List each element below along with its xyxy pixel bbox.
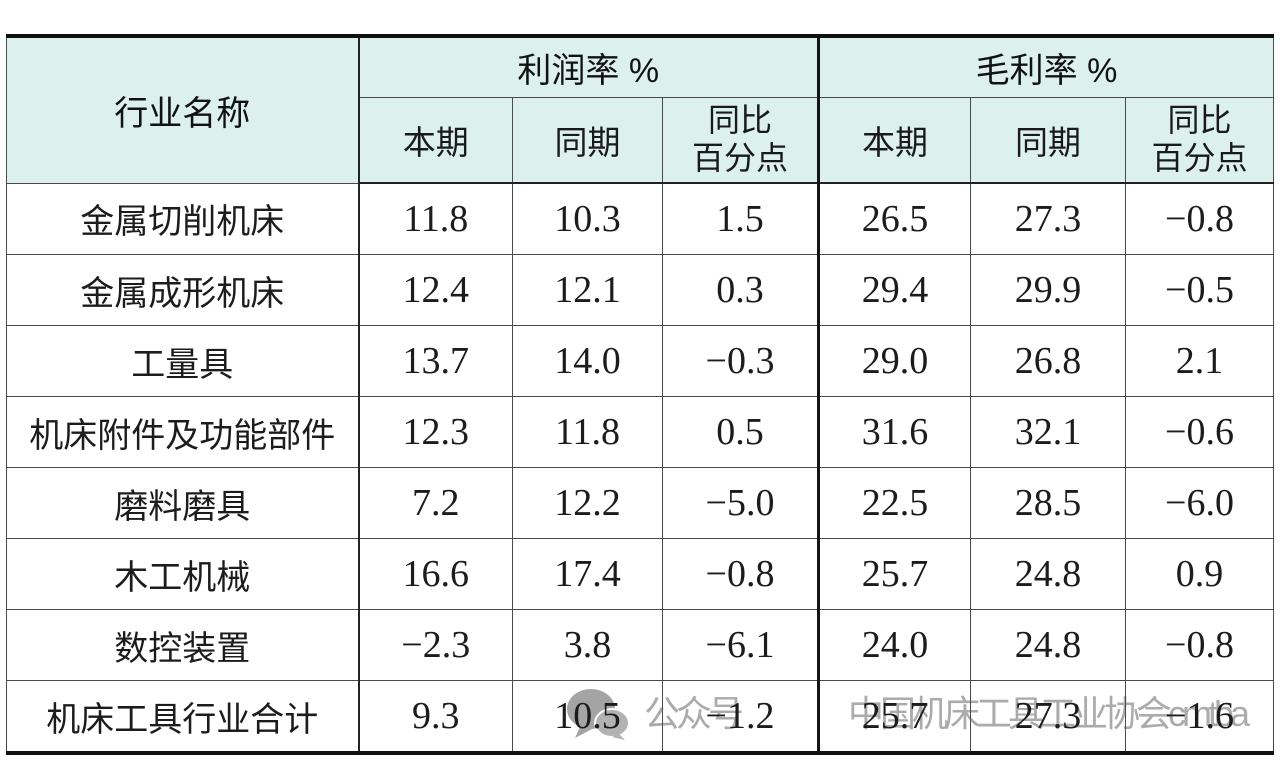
value-cell: −1.2	[662, 680, 819, 754]
value-cell: 25.7	[817, 538, 971, 610]
table-row: 机床附件及功能部件 12.3 11.8 0.5 31.6 32.1 −0.6	[6, 396, 1275, 468]
value-cell: 0.3	[662, 254, 819, 326]
value-cell: −6.1	[662, 609, 819, 681]
table-row: 金属成形机床 12.4 12.1 0.3 29.4 29.9 −0.5	[6, 254, 1275, 326]
value-cell: 16.6	[357, 538, 513, 610]
value-cell: 24.8	[970, 538, 1126, 610]
value-cell: 27.3	[970, 182, 1126, 255]
header-same-period-1: 同期	[512, 97, 663, 184]
value-cell: 10.3	[512, 182, 663, 255]
value-cell: −2.3	[357, 609, 513, 681]
value-cell: −0.6	[1124, 396, 1275, 468]
value-cell: 26.8	[970, 325, 1126, 397]
value-cell: −0.8	[662, 538, 819, 610]
value-cell: 17.4	[512, 538, 663, 610]
industry-name-cell: 机床附件及功能部件	[6, 396, 359, 468]
value-cell: 14.0	[512, 325, 663, 397]
table-row: 数控装置 −2.3 3.8 −6.1 24.0 24.8 −0.8	[6, 609, 1275, 681]
table-row: 金属切削机床 11.8 10.3 1.5 26.5 27.3 −0.8	[6, 182, 1275, 255]
header-profit-rate-group: 利润率 %	[357, 35, 819, 98]
value-cell: 12.1	[512, 254, 663, 326]
value-cell: 1.5	[662, 182, 819, 255]
value-cell: 12.2	[512, 467, 663, 539]
header-industry: 行业名称	[6, 35, 359, 184]
table-row: 工量具 13.7 14.0 −0.3 29.0 26.8 2.1	[6, 325, 1275, 397]
industry-name-cell: 机床工具行业合计	[6, 680, 359, 754]
value-cell: 29.4	[817, 254, 971, 326]
industry-name-cell: 工量具	[6, 325, 359, 397]
value-cell: 11.8	[357, 182, 513, 255]
value-cell: 28.5	[970, 467, 1126, 539]
value-cell: −1.6	[1124, 680, 1275, 754]
value-cell: 22.5	[817, 467, 971, 539]
yoy-line1: 同比	[1167, 102, 1232, 139]
value-cell: −5.0	[662, 467, 819, 539]
table-row: 磨料磨具 7.2 12.2 −5.0 22.5 28.5 −6.0	[6, 467, 1275, 539]
industry-name-cell: 木工机械	[6, 538, 359, 610]
value-cell: 0.5	[662, 396, 819, 468]
value-cell: −6.0	[1124, 467, 1275, 539]
value-cell: 12.3	[357, 396, 513, 468]
header-sub-row: 本期 同期 同比 百分点 本期 同期 同比 百分点	[7, 97, 1275, 184]
value-cell: 26.5	[817, 182, 971, 255]
yoy-line2: 百分点	[691, 140, 788, 176]
value-cell: 9.3	[357, 680, 513, 754]
header-current-period-2: 本期	[817, 97, 971, 184]
header-gross-margin-group: 毛利率 %	[816, 35, 1275, 98]
yoy-line1: 同比	[707, 102, 772, 139]
value-cell: 12.4	[357, 254, 513, 326]
profit-margin-table: 行业名称 利润率 % 毛利率 % 本期 同期 同比 百分点 本期 同期 同比 百…	[6, 34, 1275, 755]
header-group-row: 行业名称 利润率 % 毛利率 %	[6, 35, 1275, 184]
header-same-period-2: 同期	[970, 97, 1126, 184]
value-cell: 27.3	[970, 680, 1126, 754]
value-cell: 24.8	[970, 609, 1126, 681]
value-cell: −0.8	[1124, 182, 1275, 255]
industry-name-cell: 数控装置	[6, 609, 359, 681]
table-row: 机床工具行业合计 9.3 10.5 −1.2 25.7 27.3 −1.6	[6, 680, 1275, 754]
value-cell: 25.7	[817, 680, 971, 754]
value-cell: 0.9	[1124, 538, 1275, 610]
header-current-period-1: 本期	[357, 97, 513, 184]
industry-name-cell: 金属成形机床	[6, 254, 359, 326]
value-cell: 3.8	[512, 609, 663, 681]
value-cell: 31.6	[817, 396, 971, 468]
industry-name-cell: 金属切削机床	[6, 182, 359, 255]
value-cell: 13.7	[357, 325, 513, 397]
value-cell: 29.0	[817, 325, 971, 397]
table-row: 木工机械 16.6 17.4 −0.8 25.7 24.8 0.9	[6, 538, 1275, 610]
value-cell: 10.5	[512, 680, 663, 754]
value-cell: −0.8	[1124, 609, 1275, 681]
header-yoy-points-2: 同比 百分点	[1124, 97, 1275, 184]
industry-name-cell: 磨料磨具	[6, 467, 359, 539]
value-cell: −0.3	[662, 325, 819, 397]
value-cell: 11.8	[512, 396, 663, 468]
header-yoy-points-1: 同比 百分点	[662, 97, 819, 184]
value-cell: 24.0	[817, 609, 971, 681]
value-cell: −0.5	[1124, 254, 1275, 326]
value-cell: 2.1	[1124, 325, 1275, 397]
value-cell: 32.1	[970, 396, 1126, 468]
value-cell: 7.2	[357, 467, 513, 539]
value-cell: 29.9	[970, 254, 1126, 326]
yoy-line2: 百分点	[1151, 140, 1248, 176]
